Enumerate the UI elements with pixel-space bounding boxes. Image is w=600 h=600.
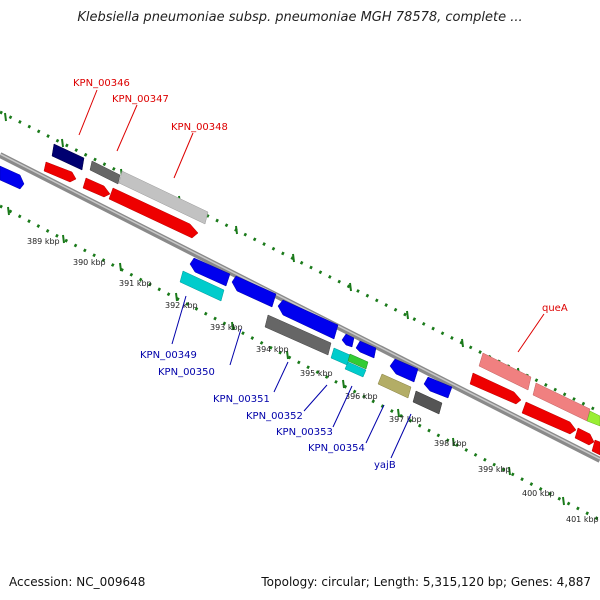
reverse-strand-genes xyxy=(179,257,453,415)
gene-blue-left-edge[interactable] xyxy=(0,165,25,190)
scale-ticks: 389 kbp 390 kbp 391 kbp 392 kbp 393 kbp 394 k… xyxy=(4,112,599,524)
label-kpn00352[interactable]: KPN_00352 xyxy=(246,411,303,422)
gene-red-small-2[interactable] xyxy=(82,177,111,198)
gene-red-quea-2[interactable] xyxy=(521,401,577,435)
tick-label-398: 398 kbp xyxy=(434,439,467,448)
tick-label-397: 397 kbp xyxy=(389,415,422,424)
gene-red-quea-1[interactable] xyxy=(469,372,522,405)
label-yajb[interactable]: yajB xyxy=(374,460,396,471)
accession-text: Accession: NC_009648 xyxy=(9,575,146,589)
gene-blue-3[interactable] xyxy=(277,299,339,340)
gene-kpn00354[interactable] xyxy=(377,373,412,399)
tick-label-392: 392 kbp xyxy=(165,301,198,310)
tick-dash xyxy=(4,112,7,122)
gene-kpn00349[interactable] xyxy=(179,270,225,302)
label-kpn00349[interactable]: KPN_00349 xyxy=(140,350,197,361)
page-title: Klebsiella pneumoniae subsp. pneumoniae … xyxy=(77,10,523,25)
tick-dash xyxy=(461,338,464,348)
gene-blue-4[interactable] xyxy=(389,358,419,383)
label-kpn00354[interactable]: KPN_00354 xyxy=(308,443,365,454)
gene-kpn00352[interactable] xyxy=(330,347,351,366)
gene-red-long[interactable] xyxy=(108,187,199,239)
tick-dash xyxy=(175,292,178,302)
callout-lines xyxy=(78,89,545,459)
tick-dash xyxy=(119,262,122,272)
gene-kpn00351[interactable] xyxy=(264,314,332,356)
label-kpn00348[interactable]: KPN_00348 xyxy=(171,122,228,133)
gene-kpn00346[interactable] xyxy=(51,143,85,171)
label-kpn00346[interactable]: KPN_00346 xyxy=(73,78,130,89)
tick-label-396: 396 kbp xyxy=(345,392,378,401)
tick-dash xyxy=(508,466,511,476)
gene-blue-small-2[interactable] xyxy=(355,340,377,359)
gene-red-small-1[interactable] xyxy=(43,161,77,183)
tick-dash xyxy=(286,350,289,360)
gene-kpn00353[interactable] xyxy=(344,361,367,378)
tick-dash xyxy=(292,253,295,263)
gene-red-quea-4[interactable] xyxy=(591,439,600,456)
tick-dash xyxy=(349,282,352,292)
tick-dash xyxy=(562,496,565,506)
gene-lightgreen[interactable] xyxy=(586,410,600,427)
label-kpn00347[interactable]: KPN_00347 xyxy=(112,94,169,105)
tick-dash xyxy=(61,138,64,148)
tick-dash xyxy=(231,321,234,331)
gene-blue-2[interactable] xyxy=(231,275,277,308)
gene-quea[interactable] xyxy=(478,352,532,391)
label-kpn00351[interactable]: KPN_00351 xyxy=(213,394,270,405)
label-kpn00353[interactable]: KPN_00353 xyxy=(276,427,333,438)
tick-label-399: 399 kbp xyxy=(478,465,511,474)
tick-label-395: 395 kbp xyxy=(300,369,333,378)
gene-yajb[interactable] xyxy=(412,390,443,415)
tick-dash xyxy=(235,225,238,235)
tick-dash xyxy=(406,310,409,320)
forward-strand-genes xyxy=(0,143,600,456)
gene-blue-5[interactable] xyxy=(423,376,453,399)
label-kpn00350[interactable]: KPN_00350 xyxy=(158,367,215,378)
tick-label-390: 390 kbp xyxy=(73,258,106,267)
tick-dash xyxy=(397,408,400,418)
genome-map: 389 kbp 390 kbp 391 kbp 392 kbp 393 kbp 394 k… xyxy=(0,78,600,524)
tick-label-389: 389 kbp xyxy=(27,237,60,246)
tick-label-393: 393 kbp xyxy=(210,323,243,332)
gene-red-quea-3[interactable] xyxy=(574,427,595,446)
tick-dash xyxy=(342,379,345,389)
tick-label-401: 401 kbp xyxy=(566,515,599,524)
gene-labels: KPN_00346 KPN_00347 KPN_00348 queA KPN_0… xyxy=(73,78,568,471)
tick-dash xyxy=(7,206,10,216)
gene-kpn00347[interactable] xyxy=(89,160,121,185)
gene-blue-1[interactable] xyxy=(189,257,231,287)
tick-dash xyxy=(62,234,65,244)
gene-kpn00348[interactable] xyxy=(118,170,209,225)
tick-label-394: 394 kbp xyxy=(256,345,289,354)
tick-dash xyxy=(452,437,455,447)
label-quea[interactable]: queA xyxy=(542,303,568,314)
gene-blue-small-1[interactable] xyxy=(341,333,355,348)
tick-label-400: 400 kbp xyxy=(522,489,555,498)
tick-label-391: 391 kbp xyxy=(119,279,152,288)
gene-kpn00353-green[interactable] xyxy=(347,353,369,370)
summary-text: Topology: circular; Length: 5,315,120 bp… xyxy=(261,575,591,589)
